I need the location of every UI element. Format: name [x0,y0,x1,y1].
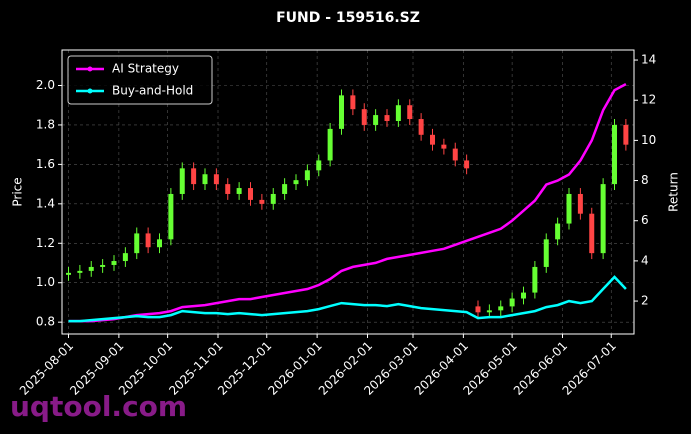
legend-marker [87,88,93,94]
y-tick-label: 1.8 [36,117,55,131]
chart-title: FUND - 159516.SZ [276,10,420,26]
candle-body [543,239,549,267]
y-tick-label: 1.4 [36,196,55,210]
candle-body [213,174,219,185]
candle-body [316,160,322,171]
candle-body [248,188,253,200]
candle-body [339,95,344,129]
candle-body [373,115,379,125]
candle-body [145,233,151,248]
y2-axis-label: Return [667,172,681,212]
candle-body [179,168,185,194]
plot-frame [61,49,635,335]
candle-body [566,193,572,224]
candle-body [464,160,470,169]
y-tick-label: 1.6 [36,157,55,171]
series-line [68,82,627,323]
y2-tick-label: 10 [641,133,656,147]
candle-body [623,124,629,145]
candle-body [452,148,458,161]
y-tick-label: 0.8 [36,315,55,329]
y2-tick-label: 14 [641,53,656,67]
candle-body [111,261,117,265]
candle-body [475,306,481,313]
candle-body [66,272,71,275]
y-tick-label: 1.0 [36,275,55,289]
candle-body [555,223,561,240]
candle-body [395,105,401,121]
y-axis-label: Price [11,177,25,206]
y2-tick-label: 12 [641,93,656,107]
y2-tick-label: 2 [641,294,649,308]
y2-tick-label: 6 [641,213,649,227]
candle-body [361,109,367,125]
candle-body [270,193,276,204]
candle-body [589,213,595,254]
y-tick-label: 2.0 [36,78,55,92]
legend-label: AI Strategy [112,62,179,76]
candle-body [486,310,492,313]
candle-body [600,184,606,254]
watermark: uqtool.com [10,390,187,423]
candle-body [77,270,83,273]
candle-body [191,168,197,185]
candle-body [259,199,265,204]
candle-body [418,119,424,135]
candle-body [532,266,538,293]
candle-body [122,253,128,262]
candle-body [498,306,504,311]
candle-body [577,193,583,214]
legend-label: Buy-and-Hold [112,84,193,98]
candle-body [236,188,242,194]
candle-body [225,184,231,194]
candle-body [509,298,515,307]
candle-body [430,134,435,145]
candle-body [88,266,94,271]
y-tick-label: 1.2 [36,236,55,250]
candle-body [350,95,356,110]
candle-body [282,184,288,194]
candle-body [441,144,447,149]
candle-body [612,124,617,185]
candle-body [521,292,526,299]
candle-body [407,105,413,120]
candle-body [304,170,310,181]
candle-body [134,233,140,254]
candle-body [202,174,208,185]
y2-tick-label: 8 [641,173,649,187]
legend-marker [87,66,93,72]
candle-body [168,193,174,240]
candle-body [157,239,162,248]
y2-tick-label: 4 [641,253,649,267]
candle-body [293,180,299,185]
candle-body [100,264,106,267]
series-line [68,275,627,323]
candle-body [327,128,333,161]
candle-body [384,115,390,121]
